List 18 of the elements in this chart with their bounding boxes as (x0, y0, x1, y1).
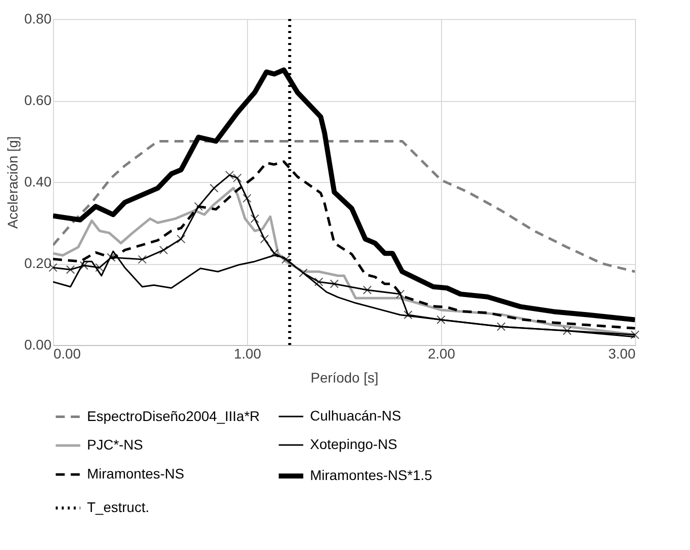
y-tick-label: 0.20 (24, 255, 52, 271)
x-tick-label: 0.00 (54, 346, 81, 362)
legend-label: Culhuacán-NS (310, 408, 402, 424)
x-tick-label: 1.00 (234, 346, 262, 362)
x-tick-label: 3.00 (608, 346, 636, 362)
y-tick-label: 0.40 (24, 174, 52, 190)
legend-label: EspectroDiseño2004_IIIa*R (87, 408, 260, 424)
y-tick-label: 0.80 (24, 10, 52, 26)
y-tick-label: 0.60 (24, 92, 52, 108)
y-axis-title: Aceleración [g] (4, 136, 20, 229)
legend-label: PJC*-NS (87, 436, 144, 452)
legend-label: Miramontes-NS*1.5 (310, 467, 432, 483)
legend-label: T_estruct. (87, 499, 150, 515)
legend-label: Xotepingo-NS (310, 436, 398, 452)
legend-label: Miramontes-NS (87, 466, 184, 482)
x-axis-title: Período [s] (310, 370, 378, 386)
x-tick-label: 2.00 (428, 346, 456, 362)
line-series (53, 140, 635, 273)
